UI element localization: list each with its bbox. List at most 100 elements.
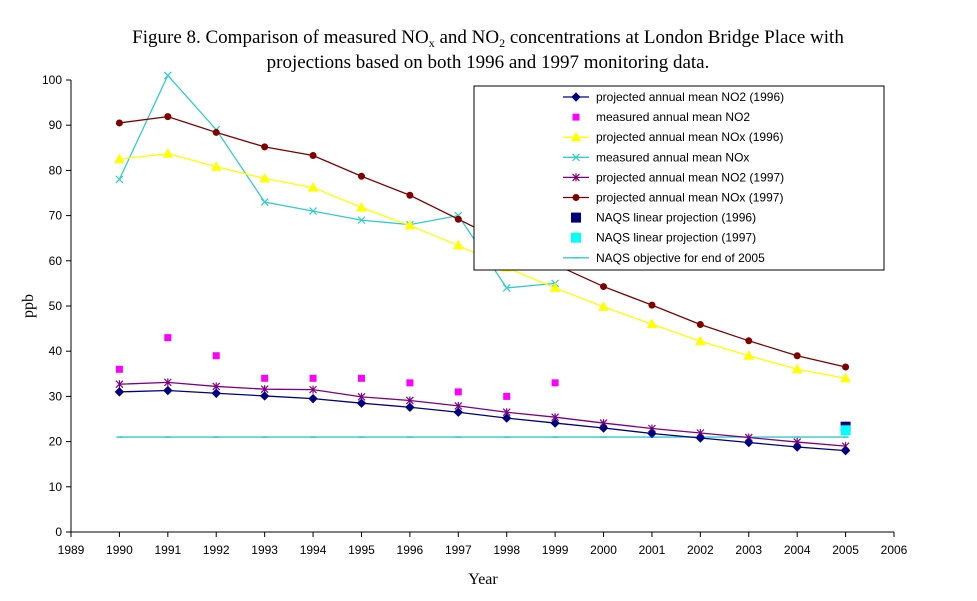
y-tick-label: 100 — [42, 73, 62, 87]
data-point — [115, 380, 124, 389]
legend-item: NAQS linear projection (1996) — [571, 211, 756, 225]
data-point — [357, 374, 365, 382]
series-projected-annual-mean-no2-1997 — [115, 378, 850, 451]
y-axis-label: ppb — [20, 294, 37, 318]
data-point — [405, 402, 415, 412]
data-point — [309, 207, 317, 216]
x-tick-label: 1996 — [397, 543, 424, 557]
data-point — [454, 215, 462, 223]
data-point — [694, 335, 706, 346]
data-point — [309, 374, 317, 382]
x-tick-label: 1998 — [493, 543, 520, 557]
legend-swatch-marker — [570, 131, 582, 142]
x-axis-label: Year — [468, 571, 498, 588]
data-point — [646, 318, 658, 329]
legend-box — [473, 85, 885, 271]
title-segment: Figure 8. Comparison of measured NO — [132, 27, 429, 48]
data-point — [452, 239, 464, 250]
data-point — [259, 391, 270, 401]
chart-title: Figure 8. Comparison of measured NOx and… — [132, 27, 844, 73]
legend-label: projected annual mean NO2 (1996) — [596, 90, 784, 104]
legend-swatch-marker — [572, 194, 580, 201]
data-point — [842, 363, 850, 371]
legend-label: projected annual mean NOx (1997) — [596, 191, 783, 205]
data-point — [309, 151, 317, 159]
data-point — [598, 423, 609, 433]
data-point — [212, 352, 220, 360]
legend: projected annual mean NO2 (1996) measured… — [473, 85, 885, 271]
y-tick-label: 90 — [49, 118, 63, 132]
y-tick-label: 40 — [49, 344, 63, 358]
series-line — [119, 381, 846, 447]
series-measured-annual-mean-no2 — [115, 334, 559, 400]
data-point — [406, 191, 414, 199]
data-point — [647, 428, 657, 439]
x-tick-label: 2004 — [784, 543, 811, 557]
legend-item: NAQS objective for end of 2005 — [563, 251, 765, 265]
legend-label: NAQS linear projection (1996) — [596, 211, 756, 225]
x-tick-label: 1999 — [542, 543, 569, 557]
data-point — [549, 282, 561, 292]
legend-item: projected annual mean NO2 (1997) — [563, 170, 784, 184]
y-tick-label: 10 — [49, 480, 63, 494]
data-point — [114, 387, 125, 397]
data-point — [357, 216, 366, 225]
title-line: projections based on both 1996 and 1997 … — [267, 52, 710, 73]
data-point — [744, 437, 754, 448]
x-tick-label: 1989 — [58, 543, 85, 557]
data-point — [503, 392, 511, 400]
data-point — [210, 161, 222, 171]
data-point — [164, 334, 172, 342]
title-subscript: 2 — [499, 36, 505, 50]
axes: 0 10 20 30 40 50 60 70 80 90 100 1989 1990 1991 1992 19… — [20, 73, 908, 588]
x-tick-label: 1994 — [300, 543, 327, 557]
series-line — [119, 389, 846, 452]
series-projected-annual-mean-no2-1996 — [114, 385, 851, 456]
data-point — [648, 301, 656, 309]
data-point — [163, 378, 172, 387]
data-point — [164, 113, 172, 121]
legend-item: measured annual mean NO2 — [572, 110, 750, 124]
legend-label: NAQS objective for end of 2005 — [596, 251, 765, 265]
data-point — [695, 433, 706, 443]
title-segment: projections based on both 1996 and 1997 … — [267, 52, 710, 73]
data-point — [211, 388, 221, 398]
data-point — [502, 283, 511, 292]
title-subscript: x — [429, 36, 435, 50]
legend-item: measured annual mean NOx — [563, 150, 749, 164]
data-point — [840, 445, 851, 456]
y-tick-label: 70 — [49, 209, 63, 223]
data-point — [163, 385, 173, 396]
legend-label: measured annual mean NOx — [596, 150, 749, 164]
x-tick-label: 2002 — [687, 543, 714, 557]
data-point — [406, 379, 414, 387]
x-tick-label: 1990 — [106, 543, 133, 557]
data-point — [743, 350, 755, 360]
x-tick-label: 1995 — [348, 543, 375, 557]
data-point — [308, 393, 318, 404]
title-segment: and NO — [435, 27, 499, 48]
legend-item: NAQS linear projection (1997) — [571, 231, 756, 245]
legend-swatch-marker — [572, 153, 580, 162]
legend-item: projected annual mean NOx (1997) — [563, 191, 783, 205]
legend-swatch-marker — [572, 113, 580, 121]
data-point — [600, 283, 608, 291]
data-point — [356, 398, 367, 408]
series-naqs-linear-projection-1997 — [840, 425, 851, 436]
legend-label: projected annual mean NO2 (1997) — [596, 170, 784, 184]
data-point — [162, 148, 174, 158]
data-point — [356, 201, 367, 212]
data-point — [501, 413, 512, 423]
x-tick-label: 2003 — [735, 543, 762, 557]
data-point — [307, 182, 319, 192]
data-point — [454, 388, 462, 396]
data-point — [260, 198, 269, 206]
data-point — [745, 337, 753, 345]
data-point — [840, 425, 851, 436]
x-tick-label: 2000 — [590, 543, 617, 557]
legend-swatch-marker — [571, 212, 581, 223]
data-point — [551, 379, 559, 387]
data-point — [357, 172, 365, 180]
legend-label: NAQS linear projection (1997) — [596, 231, 756, 245]
